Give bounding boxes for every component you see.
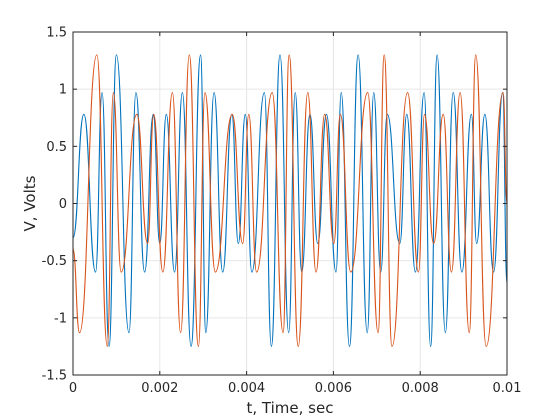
grid (73, 32, 507, 375)
x-tick-label: 0.006 (315, 381, 352, 396)
y-tick-label: -1 (54, 311, 67, 326)
tick-marks (72, 31, 508, 376)
y-axis-label: V, Volts (21, 175, 39, 231)
series-layer (72, 54, 508, 347)
y-tick-label: -0.5 (42, 254, 67, 269)
series-line-1 (72, 54, 508, 347)
x-tick-labels: 0 0.002 0.004 0.006 0.008 0.01 (69, 381, 522, 396)
x-tick-label: 0.01 (493, 381, 522, 396)
x-tick-label: 0.008 (402, 381, 439, 396)
y-tick-label: 1.5 (46, 26, 67, 41)
x-axis-label: t, Time, sec (247, 399, 334, 417)
y-tick-label: 0 (59, 197, 67, 212)
x-tick-label: 0.004 (228, 381, 265, 396)
series-line-2 (72, 54, 508, 347)
x-tick-label: 0 (69, 381, 77, 396)
y-tick-label: 1 (59, 83, 67, 98)
y-tick-labels: -1.5 -1 -0.5 0 0.5 1 1.5 (42, 26, 67, 384)
y-tick-label: 0.5 (46, 140, 67, 155)
x-tick-label: 0.002 (141, 381, 178, 396)
y-tick-label: -1.5 (42, 369, 67, 384)
